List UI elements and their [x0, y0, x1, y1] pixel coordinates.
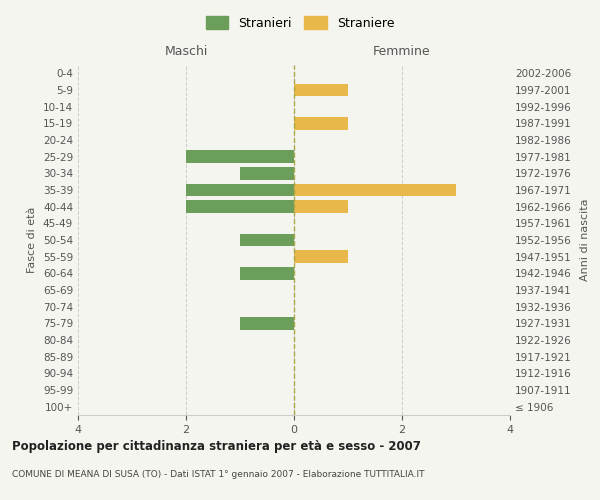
Bar [240, 267, 294, 280]
Bar [240, 234, 294, 246]
Text: COMUNE DI MEANA DI SUSA (TO) - Dati ISTAT 1° gennaio 2007 - Elaborazione TUTTITA: COMUNE DI MEANA DI SUSA (TO) - Dati ISTA… [12, 470, 425, 479]
Bar [186, 150, 294, 163]
Text: Femmine: Femmine [373, 45, 431, 58]
Bar [294, 250, 348, 263]
Bar [294, 184, 456, 196]
Bar [294, 117, 348, 130]
Y-axis label: Anni di nascita: Anni di nascita [580, 198, 590, 281]
Bar [294, 84, 348, 96]
Bar [186, 200, 294, 213]
Bar [240, 317, 294, 330]
Text: Popolazione per cittadinanza straniera per età e sesso - 2007: Popolazione per cittadinanza straniera p… [12, 440, 421, 453]
Y-axis label: Fasce di età: Fasce di età [28, 207, 37, 273]
Bar [294, 200, 348, 213]
Bar [186, 184, 294, 196]
Bar [240, 167, 294, 179]
Legend: Stranieri, Straniere: Stranieri, Straniere [201, 11, 399, 35]
Text: Maschi: Maschi [164, 45, 208, 58]
